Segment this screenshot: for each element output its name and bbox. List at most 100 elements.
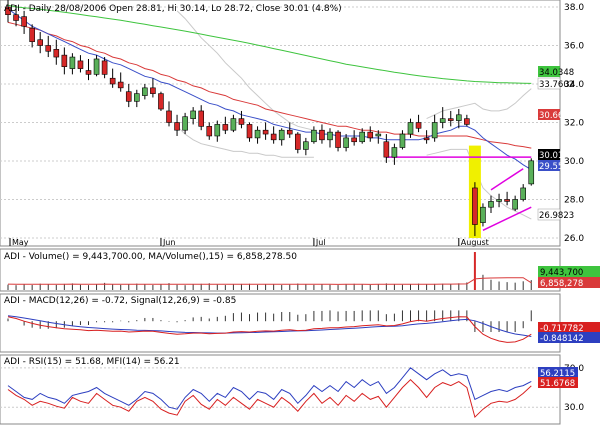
candle-body: [415, 122, 422, 129]
price-y-tick-label: 36.0: [564, 42, 584, 52]
price-last-value-label: 30.01: [539, 151, 563, 161]
candle-body: [109, 77, 116, 85]
channel-lower-trendline: [482, 206, 532, 231]
volume-last-value-label: 9,443,700: [540, 268, 583, 278]
candle-body: [270, 133, 277, 141]
price-y-axis: 38.0 36.0 34.0 32.0 30.0 28.0 26.0: [564, 3, 584, 244]
candle-body: [254, 129, 261, 139]
rsi-last-value-label: 56.2115: [540, 369, 575, 379]
macd-panel-frame: [0, 293, 561, 353]
candle-body: [45, 45, 52, 52]
candle-body: [262, 129, 269, 135]
candle-body: [359, 131, 366, 143]
candle-body: [407, 122, 414, 135]
candle-body: [351, 137, 357, 143]
candle-body: [222, 124, 229, 131]
ma-slow-line: [7, 4, 532, 84]
candle-body: [150, 87, 156, 94]
rsi-lines: [7, 367, 532, 419]
candle-body: [464, 118, 470, 125]
price-grid: [0, 6, 560, 239]
price-x-tick-label: Jul: [315, 238, 326, 247]
volume-last-value-box: [538, 266, 600, 277]
candle-body: [85, 70, 92, 75]
price-moving-averages: [7, 4, 532, 171]
channel-upper-trendline: [490, 168, 524, 191]
candle-body: [37, 39, 44, 46]
candle-body: [77, 60, 84, 69]
macd-panel-title: ADI - MACD(12,26) = -0.72, Signal(12,26,…: [4, 296, 236, 306]
envelope-lower-early: [176, 125, 314, 158]
candle-body: [117, 81, 124, 89]
price-x-tick-label: August: [461, 238, 489, 247]
macd-last-value-label: -0.717782: [540, 324, 584, 334]
candle-body: [182, 116, 188, 131]
price-panel: ADI - Daily 28/08/2006 Open 28.81, Hi 30…: [0, 0, 584, 247]
candle-body: [61, 54, 68, 67]
candle-body: [13, 14, 19, 21]
candle-body: [230, 118, 237, 131]
macd-signal-line: [7, 315, 532, 337]
candle-body: [174, 122, 180, 131]
candle-body: [294, 133, 301, 150]
macd-last-value-box: [538, 322, 600, 333]
ma-mid-line: [7, 21, 532, 149]
macd-panel: ADI - MACD(12,26) = -0.72, Signal(12,26,…: [0, 293, 600, 353]
candle-body: [431, 122, 438, 139]
rsi-last-value-label: 51.6768: [540, 379, 575, 389]
rsi-y-tick-label: 30.0: [564, 403, 584, 413]
price-last-value-box: [537, 77, 561, 90]
candle-body: [319, 129, 325, 141]
price-y-tick-label: 26.0: [564, 234, 584, 244]
envelope-upper: [426, 88, 532, 120]
price-panel-title: ADI - Daily 28/08/2006 Open 28.81, Hi 30…: [4, 4, 342, 14]
candle-body: [134, 93, 140, 102]
candle-body: [246, 124, 253, 139]
candle-body: [496, 199, 502, 202]
candle-body: [278, 129, 285, 141]
candle-body: [423, 137, 430, 141]
candle-body: [520, 187, 527, 200]
candle-body: [488, 201, 494, 208]
price-last-value-box: [538, 149, 560, 160]
candle-body: [93, 58, 100, 75]
rsi-line: [7, 379, 532, 419]
candle-body: [528, 160, 535, 185]
volume-last-value-label: 6,858,278: [540, 279, 583, 289]
envelope-upper-early: [176, 10, 315, 131]
price-last-value-label: 34.0348: [539, 68, 574, 78]
price-last-value-label: 33.7602: [539, 80, 574, 90]
candle-body: [335, 131, 341, 148]
candle-body: [142, 87, 148, 96]
candle-body: [455, 114, 462, 121]
candle-body: [166, 110, 172, 123]
macd-lines: [7, 315, 532, 343]
candle-body: [190, 110, 196, 119]
rsi-panel-title: ADI - RSI(15) = 51.68, MFI(14) = 56.21: [4, 357, 180, 367]
price-x-axis: May Jun Jul August: [9, 238, 489, 247]
price-last-value-label: 30.6650: [539, 111, 574, 121]
ma-fast-line: [7, 8, 532, 171]
price-x-tick-label: May: [12, 238, 29, 247]
price-last-value-box: [538, 66, 560, 77]
candle-body: [158, 93, 164, 110]
candle-body: [399, 133, 406, 148]
candle-body: [472, 187, 478, 225]
candle-body: [206, 126, 213, 137]
macd-line: [7, 316, 532, 343]
candle-body: [198, 110, 204, 127]
candle-body: [447, 118, 454, 121]
candle-body: [53, 49, 60, 58]
rsi-grid: [0, 367, 560, 408]
price-candles: [5, 0, 535, 237]
candle-body: [383, 141, 390, 158]
price-last-value-box: [538, 160, 560, 171]
price-last-value-box: [538, 109, 560, 120]
volume-panel-title: ADI - Volume() = 9,443,700.00, MA/Volume…: [4, 252, 297, 262]
candle-body: [327, 131, 333, 141]
rsi-panel: ADI - RSI(15) = 51.68, MFI(14) = 56.21 7…: [0, 354, 584, 425]
